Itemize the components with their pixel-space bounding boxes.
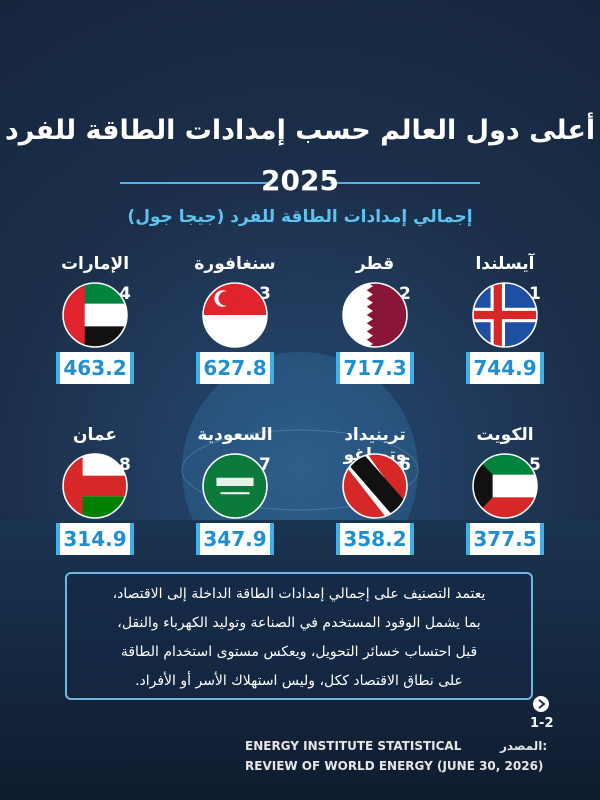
source: REVIEW OF WORLD ENERGY (JUNE 30, 2026) (245, 759, 544, 773)
value-box: 463.2 (56, 352, 134, 384)
year: 2025 (261, 164, 339, 197)
rank: 2 (399, 284, 411, 304)
note-line: يعتمد التصنيف على إجمالي إمدادات الطاقة … (112, 586, 486, 602)
flag (342, 282, 408, 348)
rank: 4 (119, 284, 131, 304)
note-line: على نطاق الاقتصاد ككل، وليس استهلاك الأس… (135, 673, 463, 689)
rank: 7 (259, 455, 271, 475)
country-name: السعودية (197, 425, 273, 445)
flag (342, 453, 408, 519)
rank: 3 (259, 284, 271, 304)
flag (62, 453, 128, 519)
rank: 8 (119, 455, 131, 475)
value-box: 347.9 (196, 523, 274, 555)
country-name: قطر (355, 254, 395, 274)
title: أعلى دول العالم حسب إمدادات الطاقة للفرد (4, 115, 596, 146)
rule (120, 182, 270, 184)
value-box: 314.9 (56, 523, 134, 555)
country-name: الإمارات (60, 254, 130, 274)
rule (330, 182, 480, 184)
source-label: المصدر: (500, 739, 548, 753)
page-number: 1-2 (530, 716, 554, 731)
country-name: آيسلندا (475, 254, 535, 274)
note-line: قبل احتساب خسائر التحويل، ويعكس مستوى اس… (120, 644, 478, 660)
country-name: الكويت (476, 425, 534, 445)
subtitle: إجمالي إمدادات الطاقة للفرد (جيجا جول) (127, 207, 473, 227)
flag (62, 282, 128, 348)
value-box: 377.5 (466, 523, 544, 555)
value-box: 744.9 (466, 352, 544, 384)
rank: 6 (399, 455, 411, 475)
flag (202, 453, 268, 519)
note: يعتمد التصنيف على إجمالي إمدادات الطاقة … (65, 572, 533, 700)
next-icon[interactable] (533, 696, 549, 712)
rank: 5 (529, 455, 541, 475)
flag (472, 453, 538, 519)
flag (472, 282, 538, 348)
flag (202, 282, 268, 348)
value-box: 627.8 (196, 352, 274, 384)
note-line: بما يشمل الوقود المستخدم في الصناعة وتول… (117, 615, 481, 631)
country-name: سنغافورة (194, 254, 276, 274)
value-box: 717.3 (336, 352, 414, 384)
value-box: 358.2 (336, 523, 414, 555)
rank: 1 (529, 284, 541, 304)
source: ENERGY INSTITUTE STATISTICAL (245, 739, 462, 753)
country-name: عمان (73, 425, 117, 445)
